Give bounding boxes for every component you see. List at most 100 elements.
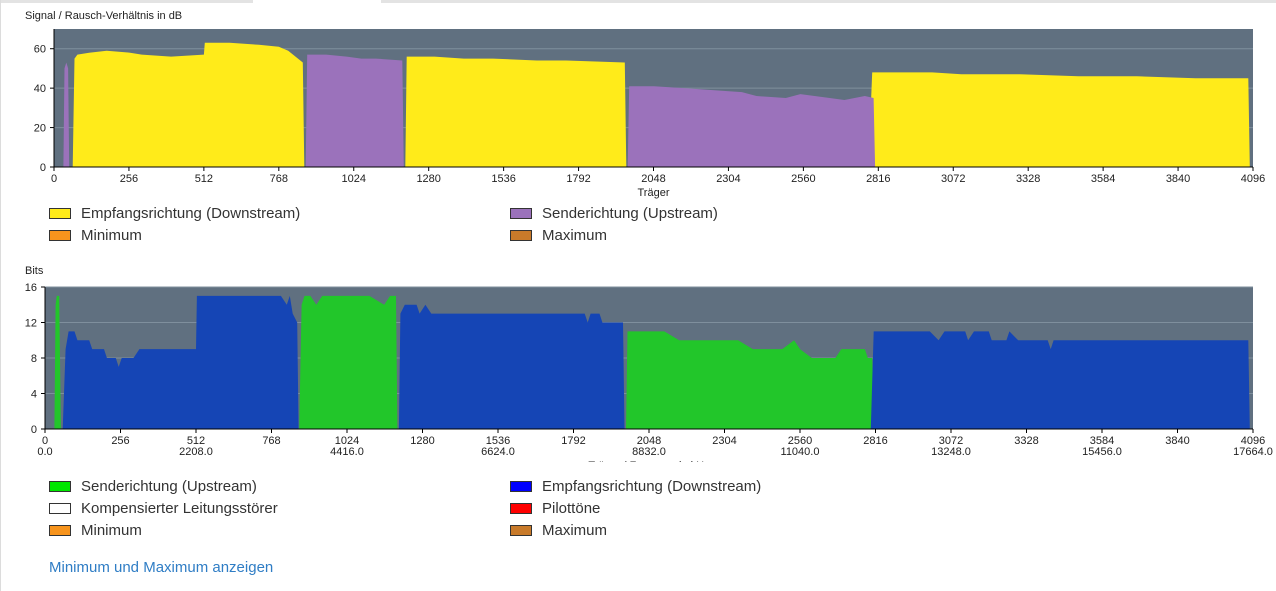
x-freq-tick-label: 15456.0 xyxy=(1082,446,1122,458)
x-tick-label: 0 xyxy=(51,173,57,185)
x-tick-label: 1280 xyxy=(416,173,440,185)
x-tick-label: 3328 xyxy=(1016,173,1040,185)
x-freq-tick-label: 2208.0 xyxy=(179,446,213,458)
x-tick-label: 512 xyxy=(195,173,213,185)
left-border xyxy=(0,0,1,591)
legend-label: Maximum xyxy=(542,226,608,244)
legend-item: Maximum xyxy=(510,225,607,245)
legend-item: Maximum xyxy=(510,520,607,540)
legend-label: Senderichtung (Upstream) xyxy=(81,477,257,495)
x-tick-label: 768 xyxy=(270,173,288,185)
series-area xyxy=(54,295,61,429)
x-tick-label: 2816 xyxy=(866,173,890,185)
x-freq-tick-label: 13248.0 xyxy=(931,446,971,458)
y-tick-label: 0 xyxy=(40,162,46,174)
series-area xyxy=(870,331,1250,429)
tab-strip-segment xyxy=(381,0,1276,3)
legend-item: Minimum xyxy=(49,225,142,245)
legend-label: Kompensierter Leitungsstörer xyxy=(81,499,278,517)
legend-swatch xyxy=(510,524,532,536)
legend-label: Empfangsrichtung (Downstream) xyxy=(542,477,762,495)
y-tick-label: 20 xyxy=(34,123,46,135)
x-tick-label: 256 xyxy=(111,435,129,447)
x-tick-label: 3072 xyxy=(941,173,965,185)
legend-label: Senderichtung (Upstream) xyxy=(542,204,718,222)
legend-swatch xyxy=(49,229,71,241)
x-tick-label: 3840 xyxy=(1165,435,1189,447)
y-tick-label: 60 xyxy=(34,44,46,56)
legend-item: Kompensierter Leitungsstörer xyxy=(49,498,278,518)
legend-swatch xyxy=(49,207,71,219)
top-tab-strip xyxy=(0,0,1276,3)
x-tick-label: 1792 xyxy=(561,435,585,447)
legend-label: Minimum xyxy=(81,226,142,244)
series-area xyxy=(305,54,404,167)
legend-swatch xyxy=(510,480,532,492)
legend-item: Empfangsrichtung (Downstream) xyxy=(49,203,300,223)
series-area xyxy=(405,56,627,167)
x-freq-tick-label: 6624.0 xyxy=(481,446,515,458)
tab-strip-segment xyxy=(0,0,253,3)
snr-legend: Empfangsrichtung (Downstream) Senderichtu… xyxy=(0,203,1276,248)
x-tick-label: 3584 xyxy=(1090,435,1114,447)
x-tick-label: 1024 xyxy=(342,173,366,185)
legend-swatch xyxy=(510,502,532,514)
legend-label: Maximum xyxy=(542,521,608,539)
series-area xyxy=(868,72,1250,167)
legend-swatch xyxy=(49,480,71,492)
x-tick-label: 2304 xyxy=(716,173,740,185)
x-tick-label: 3584 xyxy=(1091,173,1115,185)
x-tick-label: 2048 xyxy=(641,173,665,185)
x-tick-label: 1280 xyxy=(410,435,434,447)
x-tick-label: 2048 xyxy=(637,435,661,447)
legend-item: Pilottöne xyxy=(510,498,600,518)
x-freq-tick-label: 17664.0 xyxy=(1233,446,1273,458)
x-tick-label: 2560 xyxy=(791,173,815,185)
y-tick-label: 0 xyxy=(31,424,37,436)
legend-item: Senderichtung (Upstream) xyxy=(49,476,257,496)
x-tick-label: 3328 xyxy=(1014,435,1038,447)
legend-swatch xyxy=(510,207,532,219)
y-axis-label: Signal / Rausch-Verhältnis in dB xyxy=(25,10,182,22)
x-tick-label: 2560 xyxy=(788,435,812,447)
series-area xyxy=(72,42,305,167)
x-freq-tick-label: 4416.0 xyxy=(330,446,364,458)
legend-label: Pilottöne xyxy=(542,499,601,517)
legend-swatch xyxy=(49,502,71,514)
y-tick-label: 40 xyxy=(34,83,46,95)
x-freq-tick-label: 11040.0 xyxy=(781,446,820,458)
series-area xyxy=(299,295,398,429)
legend-swatch xyxy=(510,229,532,241)
series-area xyxy=(63,62,70,167)
y-tick-label: 4 xyxy=(31,389,37,401)
x-freq-tick-label: 8832.0 xyxy=(632,446,666,458)
x-axis-label: Träger xyxy=(638,187,670,199)
snr-chart: 0 20 40 60 0 256 512 768 1024 1280 1536 1792 2048 230… xyxy=(25,10,1265,199)
show-min-max-link[interactable]: Minimum und Maximum anzeigen xyxy=(49,559,274,576)
legend-swatch xyxy=(49,524,71,536)
series-area xyxy=(626,331,874,429)
x-tick-label: 1536 xyxy=(491,173,515,185)
y-tick-label: 16 xyxy=(25,282,37,294)
x-tick-label: 4096 xyxy=(1241,173,1265,185)
x-axis-label: Träger / Frequenz in kHz xyxy=(588,460,709,462)
x-tick-label: 3072 xyxy=(939,435,963,447)
y-tick-label: 12 xyxy=(25,318,37,330)
x-tick-label: 1792 xyxy=(566,173,590,185)
legend-label: Minimum xyxy=(81,521,142,539)
series-area xyxy=(398,304,625,429)
legend-item: Minimum xyxy=(49,520,142,540)
x-tick-label: 512 xyxy=(187,435,205,447)
x-tick-label: 768 xyxy=(262,435,280,447)
y-tick-label: 8 xyxy=(31,353,37,365)
x-tick-label: 1024 xyxy=(335,435,359,447)
x-tick-label: 3840 xyxy=(1166,173,1190,185)
x-tick-label: 4096 xyxy=(1241,435,1265,447)
x-tick-label: 2304 xyxy=(712,435,736,447)
bits-legend: Senderichtung (Upstream) Empfangsrichtung… xyxy=(0,476,1276,544)
x-tick-label: 2816 xyxy=(863,435,887,447)
series-area xyxy=(62,295,299,429)
x-tick-label: 1536 xyxy=(486,435,510,447)
legend-item: Senderichtung (Upstream) xyxy=(510,203,718,223)
